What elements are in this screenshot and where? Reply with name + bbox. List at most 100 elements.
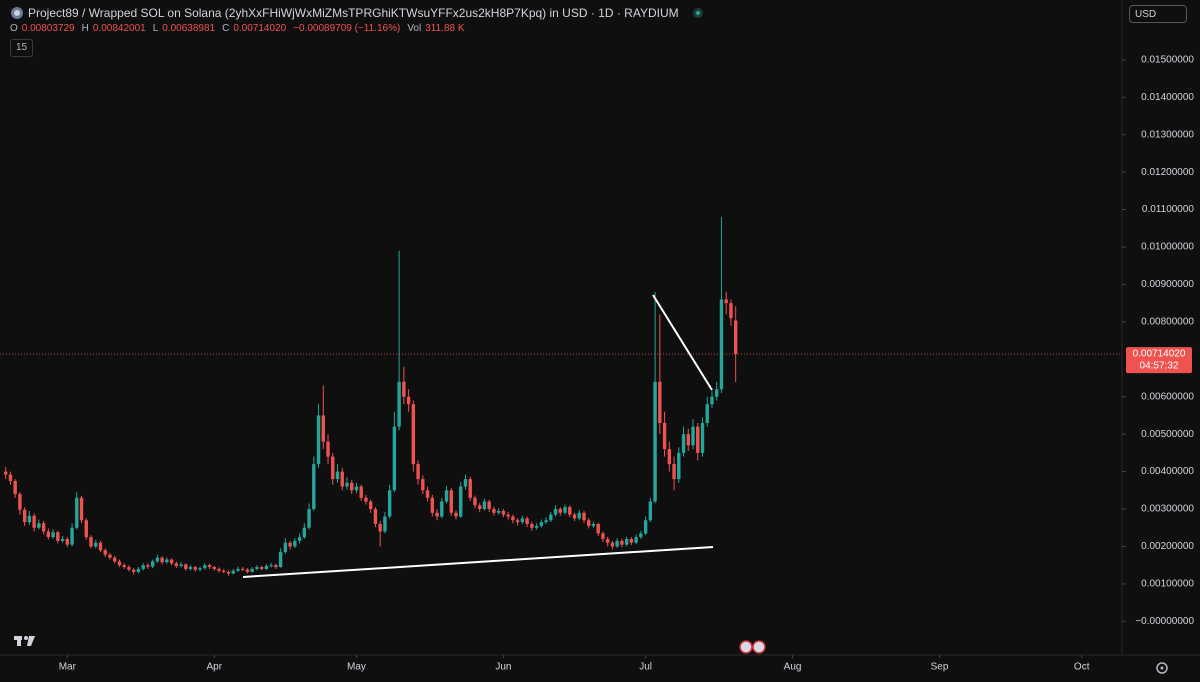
candle-body	[421, 479, 425, 491]
candle-body	[8, 474, 13, 481]
event-icons[interactable]	[739, 640, 766, 654]
candle-body	[122, 565, 126, 568]
candle-body	[264, 565, 269, 569]
trend-line	[242, 546, 714, 578]
y-tick-label: 0.00500000	[1141, 429, 1194, 440]
candle-body	[193, 567, 197, 570]
candle-body	[700, 422, 705, 453]
candle-body	[658, 381, 662, 423]
candle-body	[269, 565, 273, 567]
tradingview-logo	[14, 636, 35, 646]
candle-body	[293, 540, 297, 547]
candle-body	[13, 480, 17, 495]
candle-body	[46, 531, 51, 538]
y-tick-label: 0.00600000	[1141, 391, 1194, 402]
candle-body	[558, 509, 562, 513]
candle-body	[549, 514, 553, 521]
candle-body	[729, 303, 733, 319]
candle-body	[572, 514, 577, 519]
candle-body	[368, 501, 373, 510]
candle-body	[212, 567, 216, 569]
candle-body	[648, 501, 653, 521]
candle-body	[667, 449, 672, 465]
candle-body	[131, 569, 136, 572]
candle-body	[468, 479, 472, 498]
candle-body	[719, 299, 724, 390]
candle-body	[591, 524, 596, 526]
candle-body	[169, 559, 174, 564]
candle-body	[278, 552, 283, 568]
candle-body	[150, 561, 155, 567]
candle-body	[302, 527, 307, 538]
candle-body	[629, 538, 634, 543]
volume-key: Vol	[407, 23, 422, 34]
candle-body	[473, 497, 477, 506]
candle-body	[724, 299, 728, 304]
candle-body	[350, 482, 354, 491]
y-tick-label: 0.00800000	[1141, 317, 1194, 328]
ohlc-value: 0.00638981	[162, 23, 216, 34]
candle-body	[108, 554, 112, 558]
candle-body	[440, 501, 444, 517]
currency-select[interactable]: USD	[1129, 5, 1187, 23]
candle-body	[283, 542, 288, 553]
candle-body	[624, 538, 629, 545]
candle-body	[3, 471, 8, 475]
candle-body	[207, 565, 212, 568]
candle-body	[530, 524, 534, 528]
symbol-title: Project89 / Wrapped SOL on Solana (2yhXx…	[28, 6, 679, 20]
candle-body	[577, 512, 581, 519]
candle-body	[402, 381, 406, 397]
candle-body	[98, 542, 103, 551]
candle-body	[653, 381, 657, 502]
candle-body	[345, 482, 349, 487]
candle-body	[392, 426, 397, 491]
candle-body	[94, 542, 98, 547]
candle-body	[18, 494, 22, 510]
candle-body	[141, 565, 145, 569]
ohlc-key: O	[10, 23, 18, 34]
candle-body	[236, 568, 240, 571]
settings-icon[interactable]	[1156, 662, 1168, 674]
candle-body	[610, 542, 615, 547]
countdown: 04:57:32	[1140, 361, 1179, 372]
candle-body	[203, 565, 207, 569]
y-tick-label: 0.00100000	[1141, 579, 1194, 590]
candle-body	[444, 490, 449, 502]
candle-body	[184, 564, 188, 569]
candle-body	[482, 501, 487, 510]
symbol-icon	[11, 7, 23, 19]
candle-body	[155, 557, 160, 562]
candle-body	[715, 389, 719, 397]
candle-body	[615, 540, 619, 547]
candle-body	[274, 565, 278, 568]
candle-body	[373, 509, 378, 524]
candle-body	[449, 490, 453, 513]
candle-body	[506, 514, 510, 517]
candle-body	[331, 456, 335, 480]
candle-body	[672, 464, 676, 480]
candle-body	[710, 396, 714, 405]
ohlc-value: 0.00714020	[233, 23, 287, 34]
candle-body	[198, 568, 202, 570]
candle-body	[643, 520, 648, 534]
candle-body	[321, 415, 325, 442]
candle-body	[51, 532, 55, 538]
candle-body	[240, 568, 245, 570]
x-tick-label: Jun	[495, 662, 511, 673]
current-price-label: 0.00714020	[1133, 349, 1186, 360]
market-status	[692, 8, 703, 18]
indicator-badge[interactable]: 15	[10, 39, 34, 57]
candle-body	[378, 524, 382, 532]
candle-body	[103, 550, 107, 555]
candle-body	[705, 404, 709, 423]
candle-body	[222, 570, 226, 572]
candle-body	[259, 567, 264, 569]
candle-body	[188, 567, 193, 569]
candle-body	[501, 510, 506, 515]
candle-body	[387, 490, 392, 517]
ohlc-key: L	[152, 23, 159, 34]
candle-body	[525, 518, 529, 524]
